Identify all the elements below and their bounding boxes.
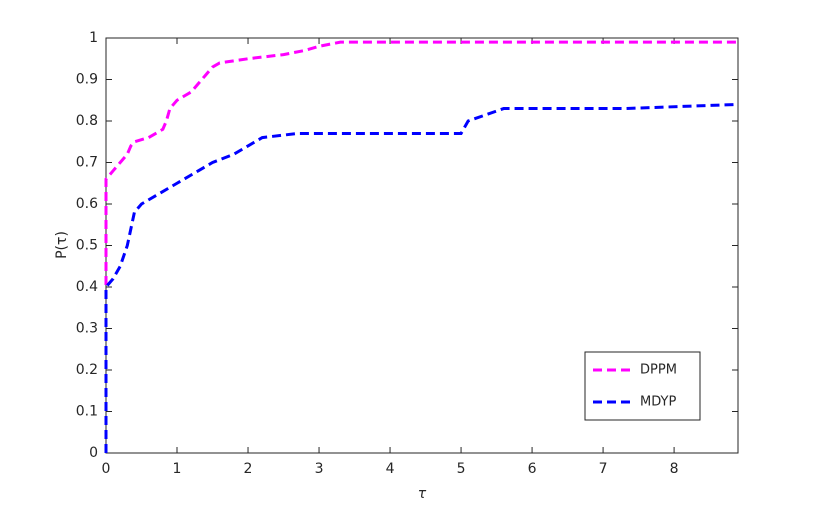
line-series (104, 40, 738, 453)
x-tick-label: 6 (528, 461, 537, 477)
legend-label: MDYP (640, 395, 676, 410)
x-tick-label: 7 (599, 461, 608, 477)
x-tick-label: 1 (173, 461, 182, 477)
y-tick-label: 0.6 (76, 196, 98, 212)
y-tick-label: 0.7 (76, 155, 98, 171)
x-axis-label: τ (418, 486, 427, 502)
line-series (104, 102, 739, 453)
legend-box (584, 351, 701, 421)
x-tick-label: 0 (102, 461, 111, 477)
y-tick-label: 0.1 (76, 404, 98, 420)
y-tick-label: 0.5 (76, 238, 98, 254)
y-tick-label: 1 (89, 30, 98, 46)
y-axis-label: P(τ) (54, 231, 70, 259)
y-tick-label: 0.3 (76, 321, 98, 337)
x-tick-label: 3 (315, 461, 324, 477)
x-tick-label: 5 (457, 461, 466, 477)
x-tick-label: 4 (386, 461, 395, 477)
x-tick-label: 2 (244, 461, 253, 477)
y-tick-label: 0.2 (76, 362, 98, 378)
y-tick-label: 0 (89, 445, 98, 461)
y-tick-label: 0.9 (76, 72, 98, 88)
y-tick-label: 0.8 (76, 113, 98, 129)
legend-label: DPPM (640, 363, 677, 378)
y-tick-label: 0.4 (76, 279, 98, 295)
x-tick-label: 8 (670, 461, 679, 477)
